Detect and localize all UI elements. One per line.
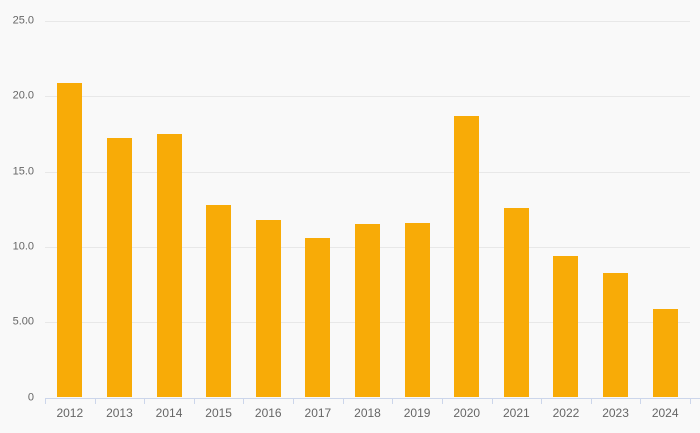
x-axis-tick [144,397,146,404]
x-label-2018: 2018 [354,405,381,420]
x-axis-tick [690,397,691,404]
x-label-2020: 2020 [453,405,481,420]
x-axis-tick [342,397,344,404]
x-axis-tick [491,397,493,404]
bar-2023[interactable] [603,272,629,398]
x-label-2014: 2014 [155,405,183,420]
x-axis-tick [94,397,96,404]
bar-2014[interactable] [156,133,182,398]
bar-2012[interactable] [57,82,83,398]
x-label-2021: 2021 [502,405,530,420]
bar-2021[interactable] [503,207,529,398]
x-axis-tick [193,397,195,404]
x-label-2012: 2012 [56,405,84,420]
x-label-2015: 2015 [205,405,232,420]
x-label-2017: 2017 [304,405,332,420]
x-axis-tick [640,397,642,404]
bar-2017[interactable] [305,237,331,398]
bar-2018[interactable] [355,224,380,398]
x-axis-tick [45,397,46,404]
gridline-25 [45,21,690,22]
x-label-2024: 2024 [651,405,679,420]
bar-2020[interactable] [454,115,480,398]
bar-2024[interactable] [652,308,678,398]
y-tick-label-20: 20.0 [12,89,34,102]
y-tick-label-25: 25.0 [12,14,34,27]
gridline-20 [45,96,690,98]
bar-2016[interactable] [255,219,281,398]
x-label-2016: 2016 [254,405,282,420]
gridline-15 [45,171,690,173]
y-tick-label-15: 15.0 [12,165,34,178]
x-axis-tick [243,397,245,404]
x-axis-tick [293,397,295,404]
bar-2019[interactable] [404,222,430,398]
x-label-2013: 2013 [106,405,133,420]
x-axis-line [45,397,700,399]
x-axis-tick [441,397,443,404]
bar-2015[interactable] [206,204,232,398]
y-tick-label-10: 10.0 [12,240,34,253]
x-label-2023: 2023 [602,405,629,420]
x-axis-tick [590,397,592,404]
x-label-2022: 2022 [552,405,580,420]
x-axis-tick [392,397,394,404]
bar-2013[interactable] [106,138,132,398]
x-axis-tick [541,397,543,404]
bar-2022[interactable] [553,255,579,398]
y-tick-label-5: 5.00 [12,315,34,328]
y-tick-label-0: 0 [27,391,34,403]
x-label-2019: 2019 [403,405,431,420]
